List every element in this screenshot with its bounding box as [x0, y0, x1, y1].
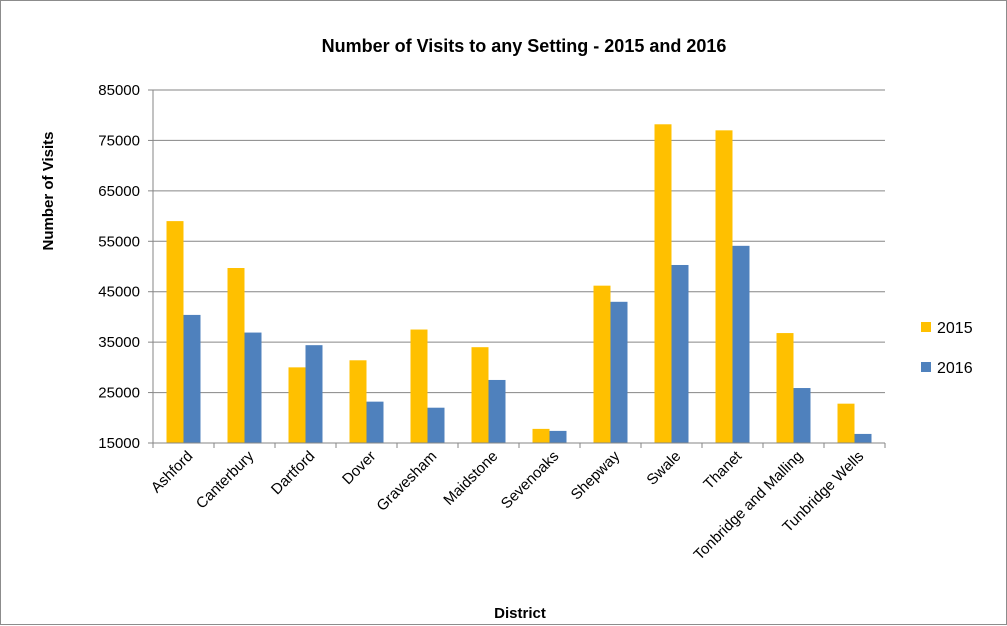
gridlines [153, 89, 885, 394]
bar-2016-shepway [610, 301, 628, 443]
x-tick-label: Maidstone [440, 448, 501, 509]
bar-2016-gravesham [427, 407, 445, 443]
bar-2015-canterbury [227, 268, 245, 443]
legend-swatch-2016 [921, 362, 931, 372]
bar-2016-maidstone [488, 379, 506, 443]
y-tick-label: 75000 [98, 132, 140, 149]
y-tick-labels: 15000 25000 35000 45000 55000 65000 75000 85000 [98, 82, 140, 452]
bar-2016-swale [671, 264, 689, 443]
bar-2015-maidstone [471, 347, 489, 443]
y-tick-label: 45000 [98, 284, 140, 301]
y-axis-title: Number of Visits [40, 132, 57, 251]
bar-2015-tonbridge-and-malling [776, 333, 794, 443]
bar-2015-gravesham [410, 329, 428, 443]
bar-2015-dover [349, 360, 367, 443]
x-tick-label: Canterbury [193, 447, 258, 512]
bar-2016-ashford [183, 314, 201, 443]
x-tick-label: Shepway [568, 447, 624, 503]
x-tick-label: Dartford [268, 448, 318, 498]
x-tick-label: Thanet [700, 447, 746, 493]
bar-2015-dartford [288, 367, 306, 443]
legend-label-2016: 2016 [937, 360, 973, 377]
bar-2016-canterbury [244, 332, 262, 443]
bar-2016-dover [366, 401, 384, 443]
bar-2015-ashford [166, 221, 184, 443]
x-tick-label: Ashford [148, 448, 197, 497]
bar-2016-sevenoaks [549, 430, 567, 443]
bar-2015-shepway [593, 285, 611, 443]
bars [166, 124, 872, 444]
bar-2015-thanet [715, 130, 733, 444]
legend: 2015 2016 [921, 320, 973, 377]
x-tick-label: Sevenoaks [498, 448, 563, 513]
bar-2016-dartford [305, 345, 323, 443]
chart-title: Number of Visits to any Setting - 2015 a… [322, 36, 727, 56]
x-axis-title: District [494, 605, 546, 622]
bar-2016-tunbridge-wells [854, 433, 872, 443]
x-tick-label: Gravesham [373, 448, 440, 515]
x-tick-label: Dover [339, 448, 379, 488]
bar-2015-swale [654, 124, 672, 443]
y-tick-label: 85000 [98, 82, 140, 99]
y-tick-label: 35000 [98, 334, 140, 351]
x-tick-label: Tonbridge and Malling [691, 448, 807, 564]
legend-label-2015: 2015 [937, 320, 973, 337]
bar-2015-tunbridge-wells [837, 403, 855, 443]
y-tick-label: 15000 [98, 435, 140, 452]
y-tick-label: 65000 [98, 183, 140, 200]
bar-2015-sevenoaks [532, 428, 550, 443]
y-tick-label: 55000 [98, 233, 140, 250]
y-tick-label: 25000 [98, 385, 140, 402]
x-tick-label: Swale [643, 448, 684, 489]
axes [148, 89, 886, 448]
legend-swatch-2015 [921, 322, 931, 332]
bar-2016-tonbridge-and-malling [793, 388, 811, 443]
bar-2016-thanet [732, 245, 750, 443]
